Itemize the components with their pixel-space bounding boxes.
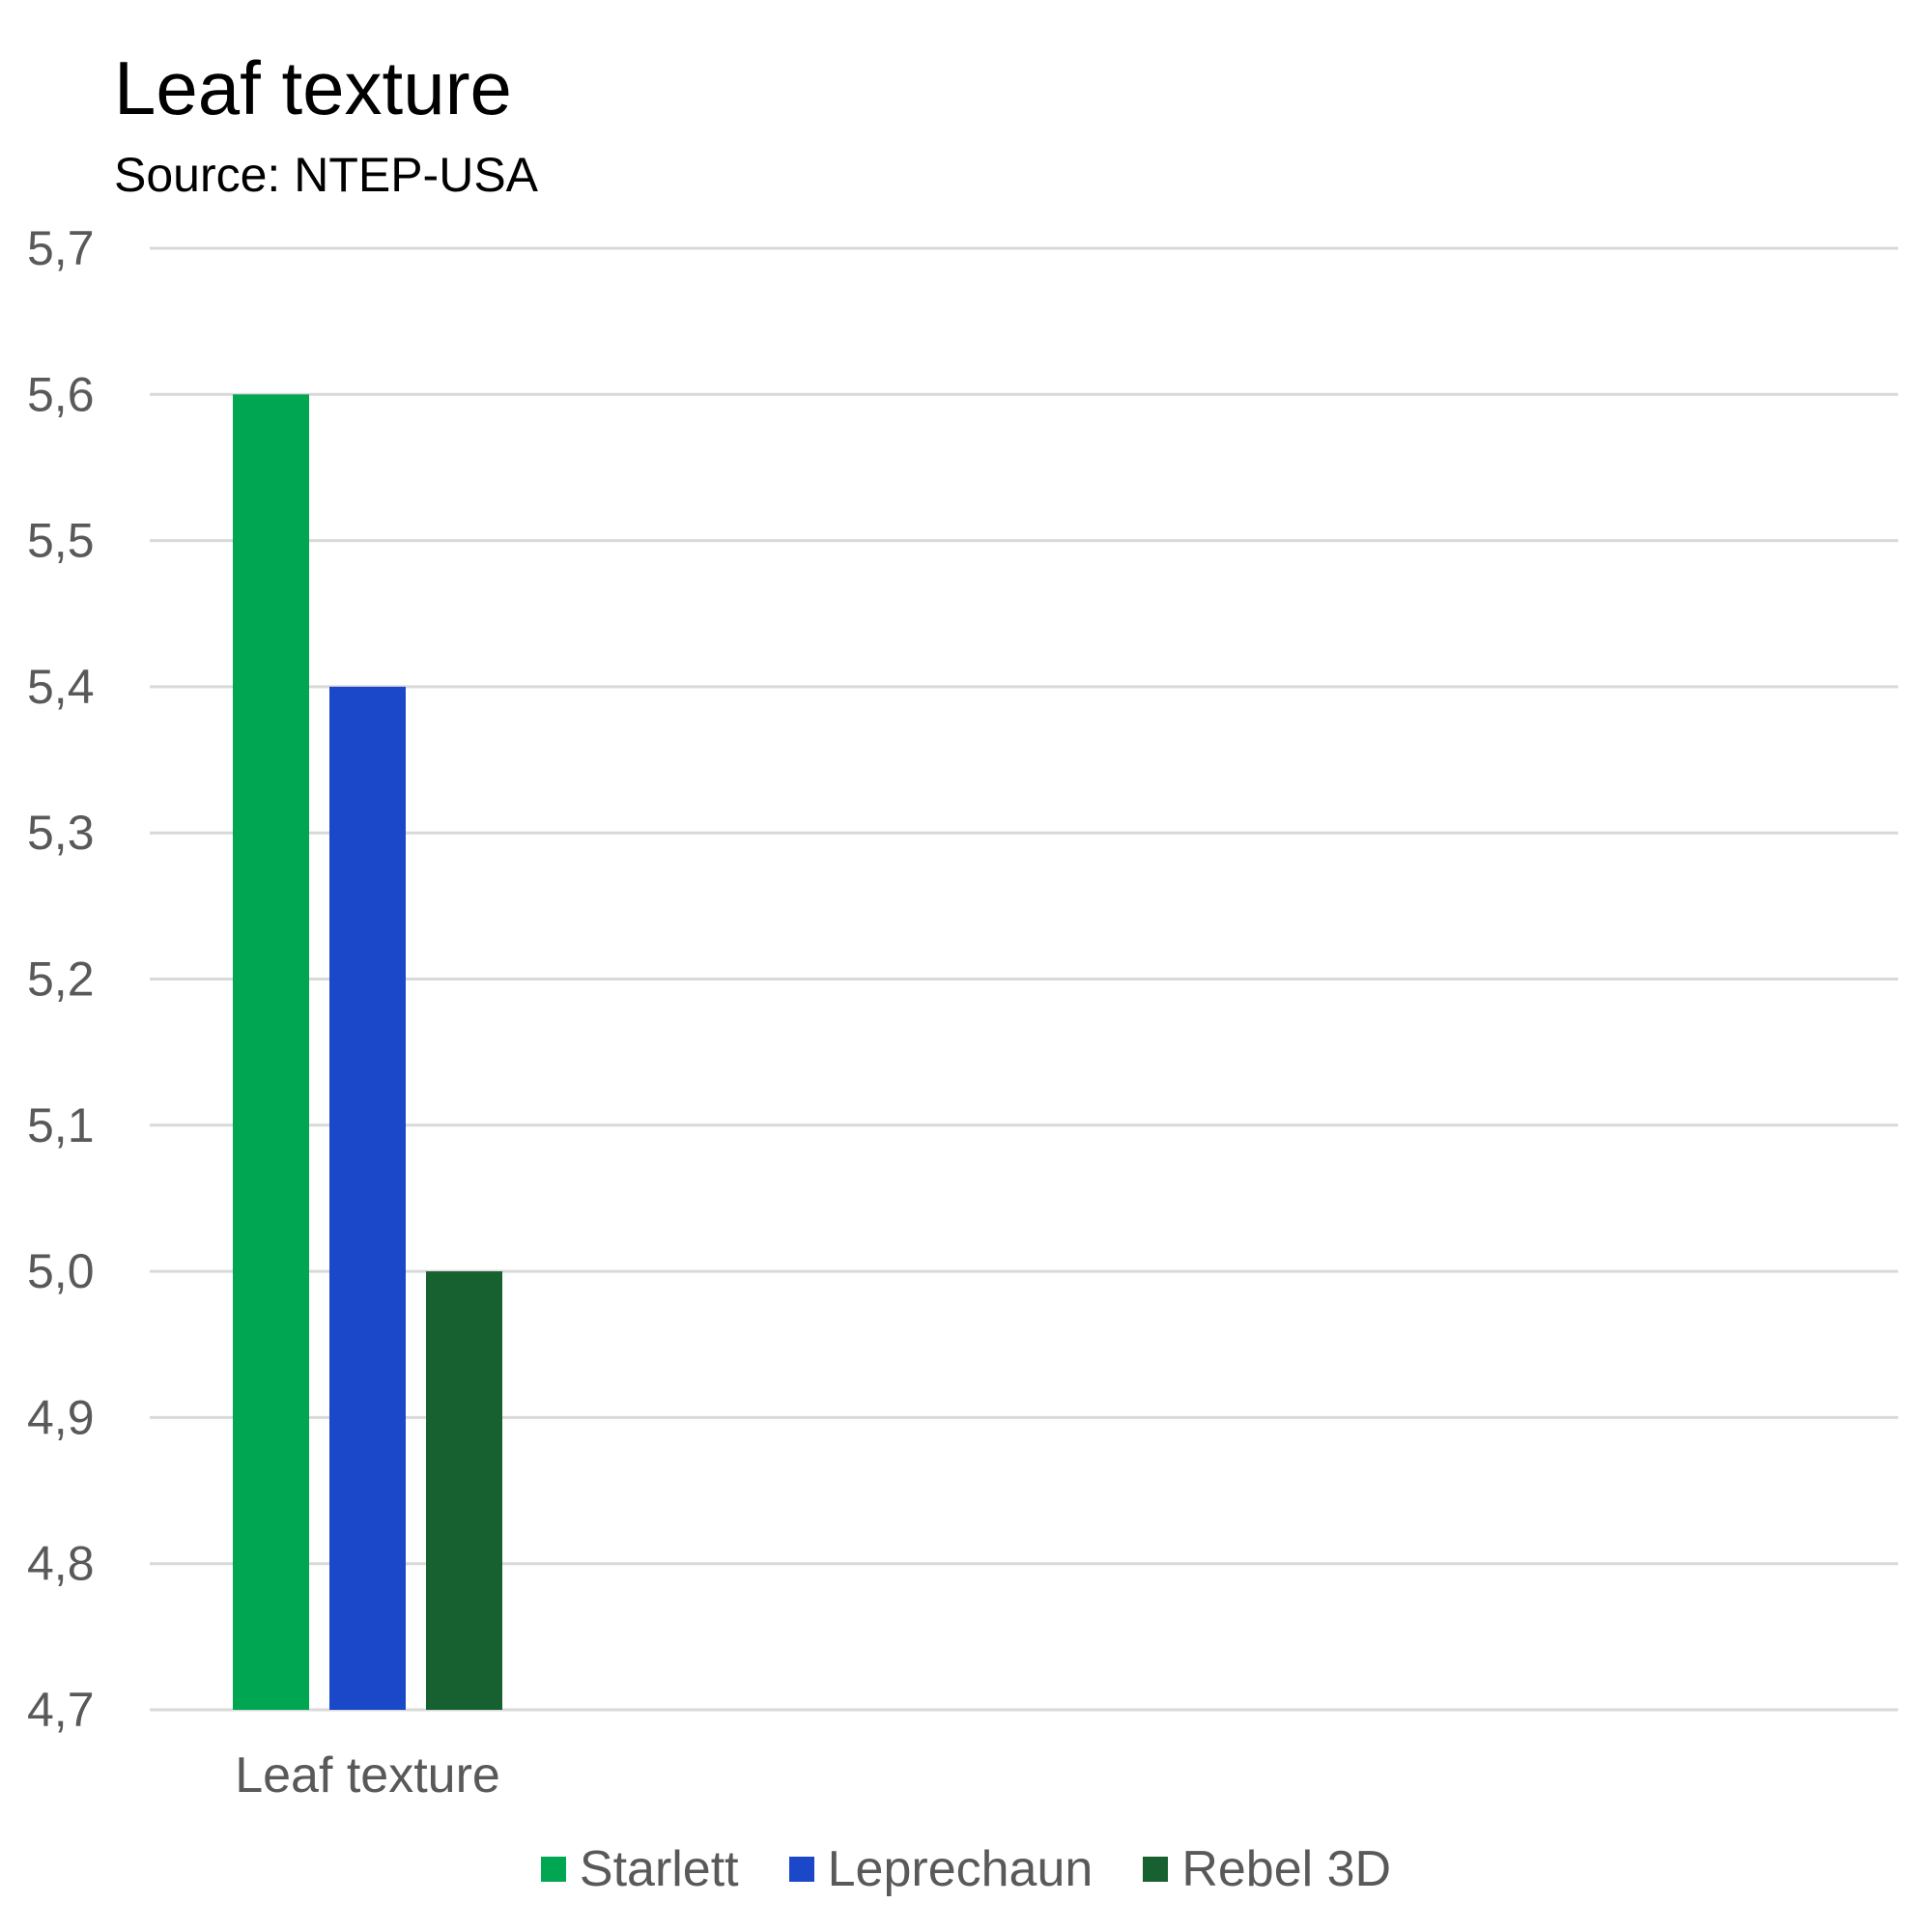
y-tick-label: 5,0 (27, 1244, 95, 1298)
legend-label-leprechaun: Leprechaun (827, 1841, 1094, 1897)
y-tick-label: 5,6 (27, 367, 95, 421)
y-tick-label: 4,8 (27, 1537, 95, 1591)
chart-legend: Starlett Leprechaun Rebel 3D (0, 1840, 1932, 1898)
y-tick-label: 4,9 (27, 1390, 95, 1444)
bar-leprechaun (329, 686, 406, 1710)
bar-rebel-3d (426, 1271, 502, 1710)
legend-label-starlett: Starlett (579, 1841, 739, 1897)
legend-item-rebel-3d: Rebel 3D (1143, 1840, 1391, 1898)
bar-starlett (233, 394, 309, 1710)
x-category-label: Leaf texture (235, 1747, 500, 1804)
y-tick-label: 4,7 (27, 1683, 95, 1737)
legend-item-leprechaun: Leprechaun (788, 1840, 1094, 1898)
bar-chart: 4,7 4,8 4,9 5,0 5,1 5,2 5,3 5,4 5,5 5,6 5,7 Leaf te… (27, 221, 1898, 1804)
legend-swatch-leprechaun (788, 1857, 814, 1882)
legend-swatch-rebel-3d (1143, 1857, 1169, 1882)
y-tick-label: 5,5 (27, 514, 95, 568)
legend-item-starlett: Starlett (540, 1840, 739, 1898)
y-tick-label: 5,1 (27, 1098, 95, 1152)
legend-label-rebel-3d: Rebel 3D (1181, 1841, 1392, 1897)
chart-subtitle: Source: NTEP-USA (114, 148, 539, 202)
legend-swatch-starlett (540, 1857, 566, 1882)
y-tick-label: 5,3 (27, 806, 95, 860)
chart-title: Leaf texture (114, 45, 512, 130)
y-tick-label: 5,7 (27, 221, 95, 275)
y-tick-label: 5,4 (27, 660, 95, 714)
y-tick-label: 5,2 (27, 952, 95, 1007)
